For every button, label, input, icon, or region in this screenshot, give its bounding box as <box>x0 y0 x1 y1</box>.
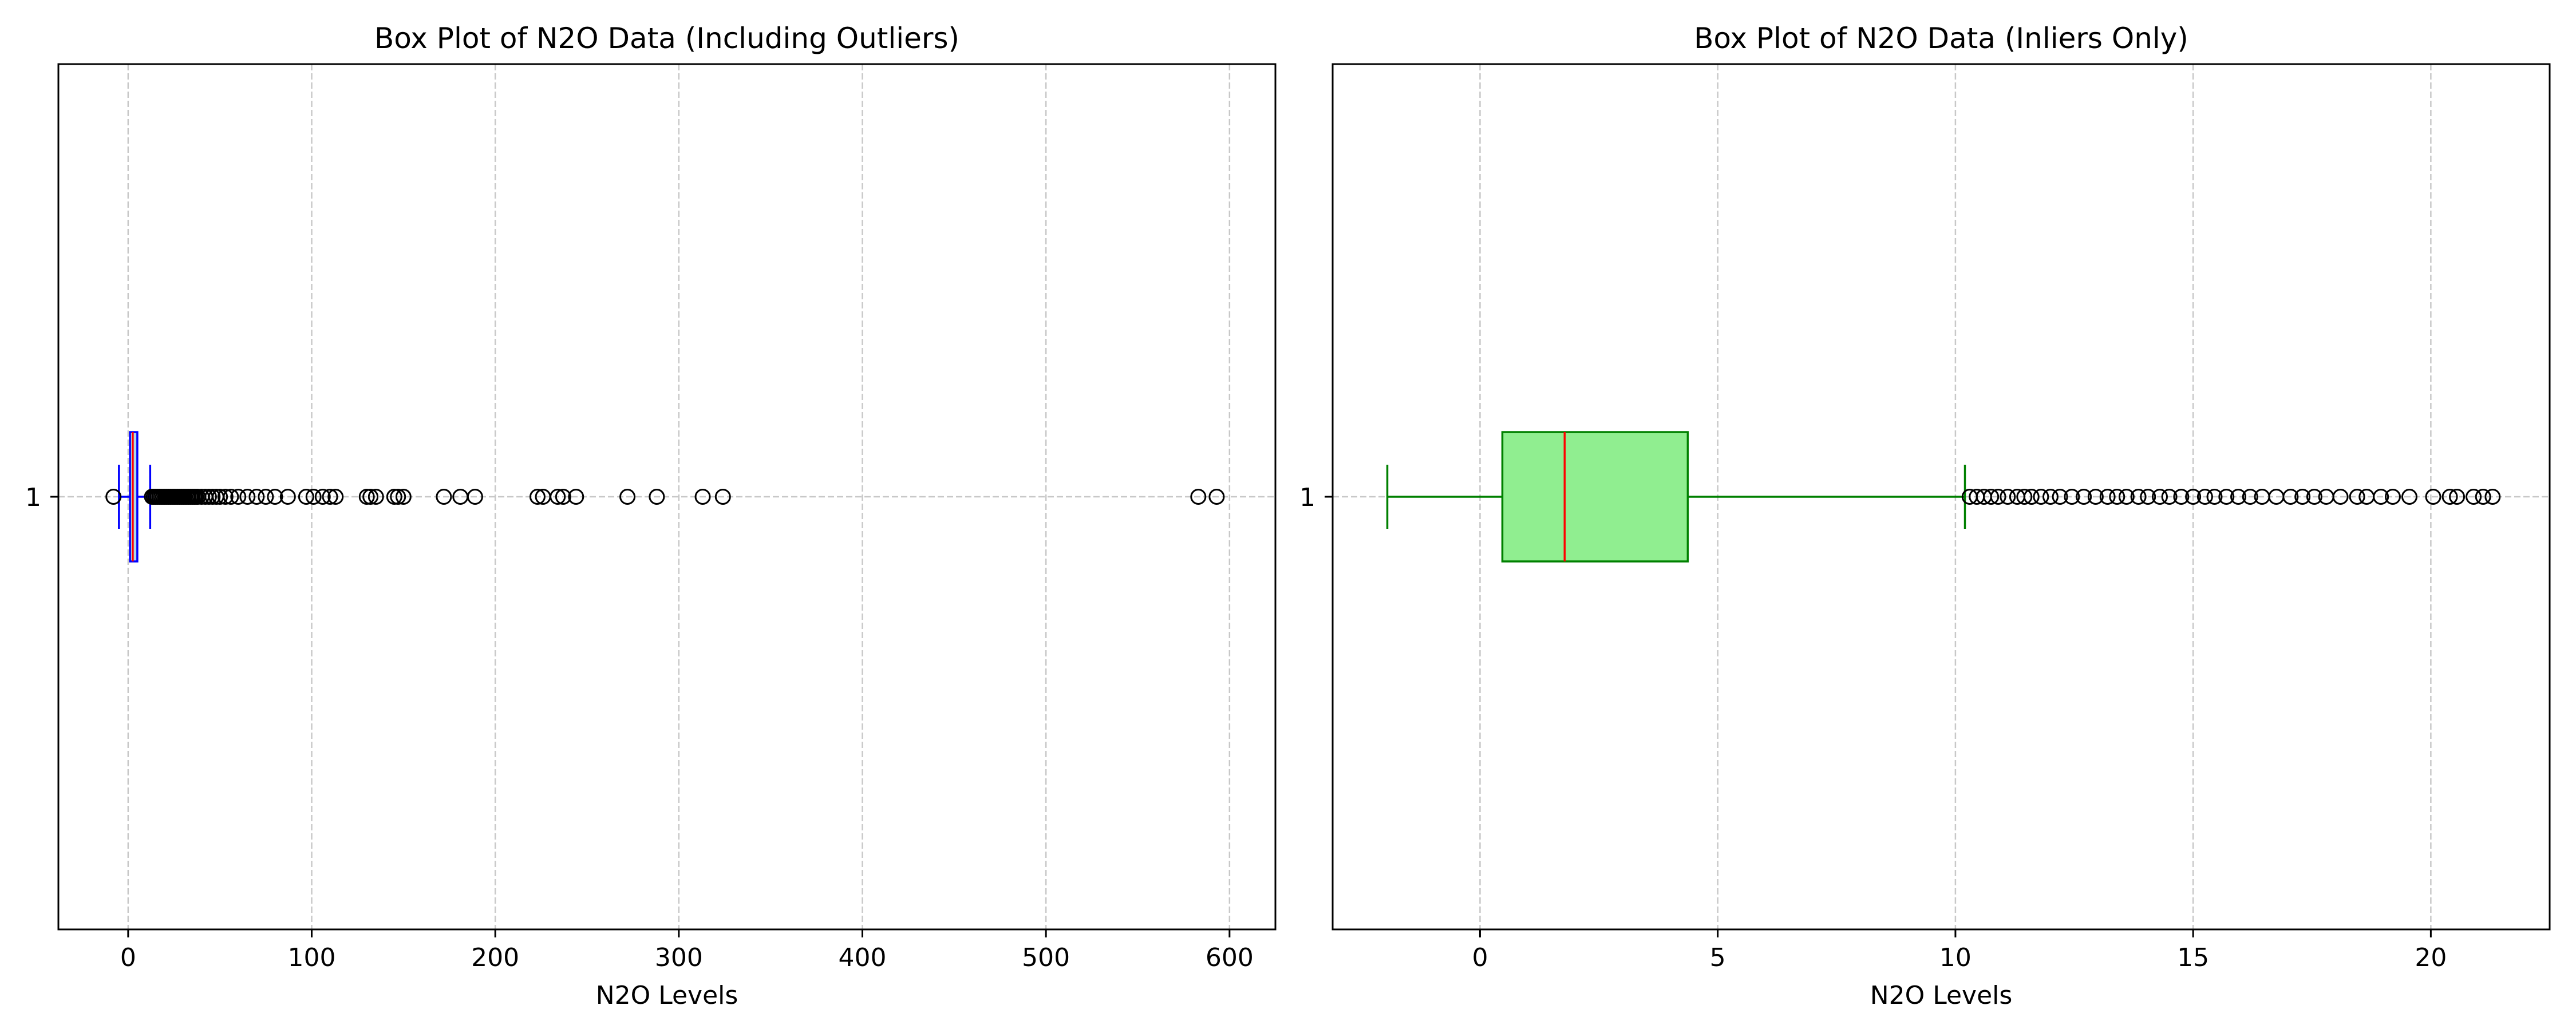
x-tick-label: 15 <box>2177 943 2209 972</box>
outlier-point <box>2373 489 2389 505</box>
x-tick-label: 5 <box>1710 943 1726 972</box>
outlier-point <box>529 489 546 505</box>
outlier-point <box>368 489 384 505</box>
x-tick-label: 600 <box>1206 943 1254 972</box>
outlier-point <box>2042 489 2059 505</box>
outlier-point <box>2087 489 2104 505</box>
outlier-point <box>2161 489 2178 505</box>
outlier-point <box>395 489 412 505</box>
outlier-point <box>1190 489 1207 505</box>
outlier-point <box>2109 489 2125 505</box>
outlier-point <box>649 489 665 505</box>
x-tick-label: 200 <box>471 943 519 972</box>
outlier-point <box>2242 489 2258 505</box>
outlier-point <box>390 489 406 505</box>
outlier-point <box>204 489 221 505</box>
outlier-point <box>2425 489 2441 505</box>
outlier-point <box>2016 489 2033 505</box>
x-tick-label: 20 <box>2415 943 2447 972</box>
outlier-point <box>223 489 239 505</box>
x-tick-label: 10 <box>1939 943 1971 972</box>
outlier-point <box>279 489 296 505</box>
outlier-point <box>2185 489 2202 505</box>
outlier-point <box>358 489 375 505</box>
outlier-point <box>386 489 402 505</box>
outlier-point <box>239 489 256 505</box>
outlier-point <box>217 489 234 505</box>
x-tick-label: 500 <box>1022 943 1070 972</box>
outlier-point <box>2206 489 2223 505</box>
x-tick-label: 300 <box>655 943 703 972</box>
outlier-point <box>200 489 217 505</box>
outlier-point <box>2173 489 2190 505</box>
outlier-point <box>550 489 566 505</box>
outlier-point <box>2052 489 2068 505</box>
outlier-point <box>555 489 571 505</box>
outlier-point <box>2282 489 2299 505</box>
outlier-point <box>2306 489 2322 505</box>
outlier-point <box>467 489 483 505</box>
x-tick-label: 0 <box>120 943 136 972</box>
outlier-point <box>2140 489 2156 505</box>
chart-title: Box Plot of N2O Data (Including Outliers… <box>374 22 959 55</box>
outlier-point <box>2033 489 2049 505</box>
outlier-point <box>2064 489 2080 505</box>
outlier-point <box>436 489 452 505</box>
outlier-point <box>267 489 283 505</box>
chart-panel-2: 0 5 10 15 20 1 Box Plot of N2O Data (Inliers O… <box>1299 22 2551 1010</box>
outlier-point <box>2441 489 2458 505</box>
outlier-point <box>2152 489 2168 505</box>
outlier-point <box>2076 489 2092 505</box>
outlier-point <box>1983 489 2000 505</box>
x-tick-label: 0 <box>1472 943 1488 972</box>
outlier-point <box>2475 489 2491 505</box>
outlier-point <box>298 489 314 505</box>
outlier-point <box>212 489 228 505</box>
outlier-point <box>619 489 636 505</box>
outlier-point <box>327 489 344 505</box>
outlier-point <box>694 489 711 505</box>
outlier-point <box>2118 489 2135 505</box>
outlier-point <box>258 489 274 505</box>
outlier-point <box>2000 489 2016 505</box>
outlier-point <box>248 489 265 505</box>
outlier-point <box>2130 489 2147 505</box>
chart-title: Box Plot of N2O Data (Inliers Only) <box>1694 22 2188 55</box>
outlier-point <box>2230 489 2247 505</box>
outlier-point <box>2349 489 2365 505</box>
outlier-point <box>2484 489 2501 505</box>
outlier-point <box>2401 489 2418 505</box>
outlier-point <box>1990 489 2006 505</box>
x-axis-label: N2O Levels <box>1870 981 2013 1010</box>
outlier-point <box>2196 489 2213 505</box>
outlier-point <box>105 489 122 505</box>
y-tick-label: 1 <box>1299 483 1315 512</box>
outlier-point <box>305 489 322 505</box>
outlier-point <box>2384 489 2401 505</box>
outlier-point <box>714 489 731 505</box>
outlier-point <box>2466 489 2482 505</box>
outlier-point <box>2294 489 2311 505</box>
x-axis-label: N2O Levels <box>596 981 738 1010</box>
outlier-point <box>362 489 379 505</box>
outlier-point <box>230 489 247 505</box>
outlier-point <box>314 489 331 505</box>
x-tick-label: 400 <box>839 943 887 972</box>
outlier-point <box>1208 489 1225 505</box>
outlier-point <box>2218 489 2235 505</box>
iqr-box <box>1501 431 1689 563</box>
outlier-point <box>2099 489 2116 505</box>
outlier-point <box>2449 489 2466 505</box>
outlier-point <box>568 489 584 505</box>
y-tick-label: 1 <box>25 483 41 512</box>
chart-panel-1: 0 100 200 300 400 500 600 1 Box Plot of N2O Data… <box>25 22 1277 1010</box>
outlier-point <box>322 489 338 505</box>
outlier-point <box>2023 489 2040 505</box>
outlier-point <box>2332 489 2349 505</box>
x-tick-label: 100 <box>288 943 336 972</box>
